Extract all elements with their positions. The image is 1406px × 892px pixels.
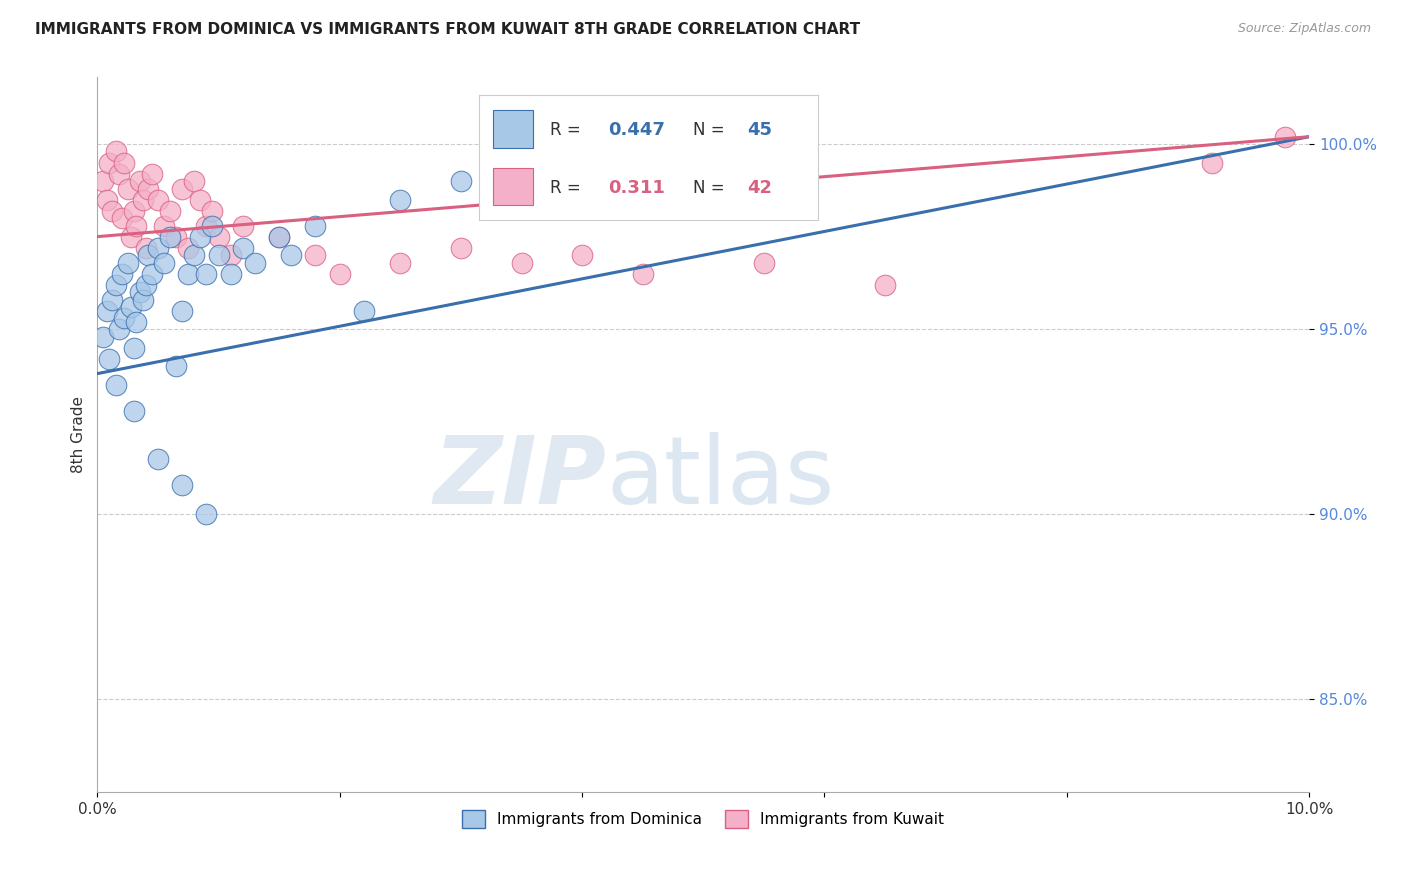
Point xyxy=(146,241,169,255)
Point xyxy=(873,277,896,292)
Point xyxy=(304,219,326,233)
Point xyxy=(132,193,155,207)
Point xyxy=(125,219,148,233)
Point xyxy=(243,255,266,269)
Point xyxy=(117,255,139,269)
Point xyxy=(329,267,352,281)
Point xyxy=(177,267,200,281)
Point xyxy=(631,267,654,281)
Point xyxy=(232,241,254,255)
Point xyxy=(190,193,212,207)
Legend: Immigrants from Dominica, Immigrants from Kuwait: Immigrants from Dominica, Immigrants fro… xyxy=(456,804,950,834)
Point xyxy=(752,255,775,269)
Point xyxy=(183,248,205,262)
Point xyxy=(450,174,472,188)
Point xyxy=(141,167,163,181)
Text: ZIP: ZIP xyxy=(433,432,606,524)
Point xyxy=(104,377,127,392)
Point xyxy=(128,174,150,188)
Point xyxy=(165,229,187,244)
Point xyxy=(201,203,224,218)
Point xyxy=(108,167,131,181)
Point xyxy=(389,193,412,207)
Point xyxy=(128,285,150,300)
Point xyxy=(96,303,118,318)
Point xyxy=(195,219,218,233)
Point xyxy=(141,267,163,281)
Point xyxy=(269,229,291,244)
Point xyxy=(201,219,224,233)
Point xyxy=(190,229,212,244)
Point xyxy=(117,181,139,195)
Point xyxy=(389,255,412,269)
Point xyxy=(146,451,169,466)
Point xyxy=(120,300,142,314)
Point xyxy=(269,229,291,244)
Point xyxy=(110,267,132,281)
Point xyxy=(280,248,302,262)
Point xyxy=(207,229,229,244)
Point xyxy=(450,241,472,255)
Point xyxy=(153,255,176,269)
Text: atlas: atlas xyxy=(606,432,835,524)
Point xyxy=(195,508,218,522)
Point xyxy=(692,155,714,169)
Point xyxy=(93,329,115,343)
Point xyxy=(177,241,200,255)
Point xyxy=(153,219,176,233)
Point xyxy=(304,248,326,262)
Point xyxy=(98,351,121,366)
Point xyxy=(219,248,242,262)
Point xyxy=(510,181,533,195)
Point xyxy=(136,248,159,262)
Point xyxy=(108,322,131,336)
Point xyxy=(207,248,229,262)
Point xyxy=(104,277,127,292)
Point xyxy=(219,267,242,281)
Point xyxy=(183,174,205,188)
Point xyxy=(125,315,148,329)
Point xyxy=(172,477,194,491)
Point xyxy=(112,311,135,326)
Point xyxy=(101,293,124,307)
Y-axis label: 8th Grade: 8th Grade xyxy=(72,396,86,473)
Point xyxy=(353,303,375,318)
Point xyxy=(136,181,159,195)
Point xyxy=(159,203,181,218)
Point xyxy=(120,229,142,244)
Point xyxy=(122,341,145,355)
Point xyxy=(135,277,157,292)
Point xyxy=(101,203,124,218)
Point xyxy=(96,193,118,207)
Point xyxy=(93,174,115,188)
Point xyxy=(132,293,155,307)
Point xyxy=(1201,155,1223,169)
Point xyxy=(146,193,169,207)
Point xyxy=(104,145,127,159)
Point xyxy=(172,303,194,318)
Point xyxy=(1274,129,1296,144)
Point xyxy=(112,155,135,169)
Text: IMMIGRANTS FROM DOMINICA VS IMMIGRANTS FROM KUWAIT 8TH GRADE CORRELATION CHART: IMMIGRANTS FROM DOMINICA VS IMMIGRANTS F… xyxy=(35,22,860,37)
Point xyxy=(135,241,157,255)
Point xyxy=(122,403,145,417)
Point xyxy=(232,219,254,233)
Point xyxy=(122,203,145,218)
Point xyxy=(510,255,533,269)
Point xyxy=(571,248,593,262)
Text: Source: ZipAtlas.com: Source: ZipAtlas.com xyxy=(1237,22,1371,36)
Point xyxy=(195,267,218,281)
Point xyxy=(159,229,181,244)
Point xyxy=(110,211,132,226)
Point xyxy=(631,167,654,181)
Point xyxy=(98,155,121,169)
Point xyxy=(165,359,187,374)
Point xyxy=(172,181,194,195)
